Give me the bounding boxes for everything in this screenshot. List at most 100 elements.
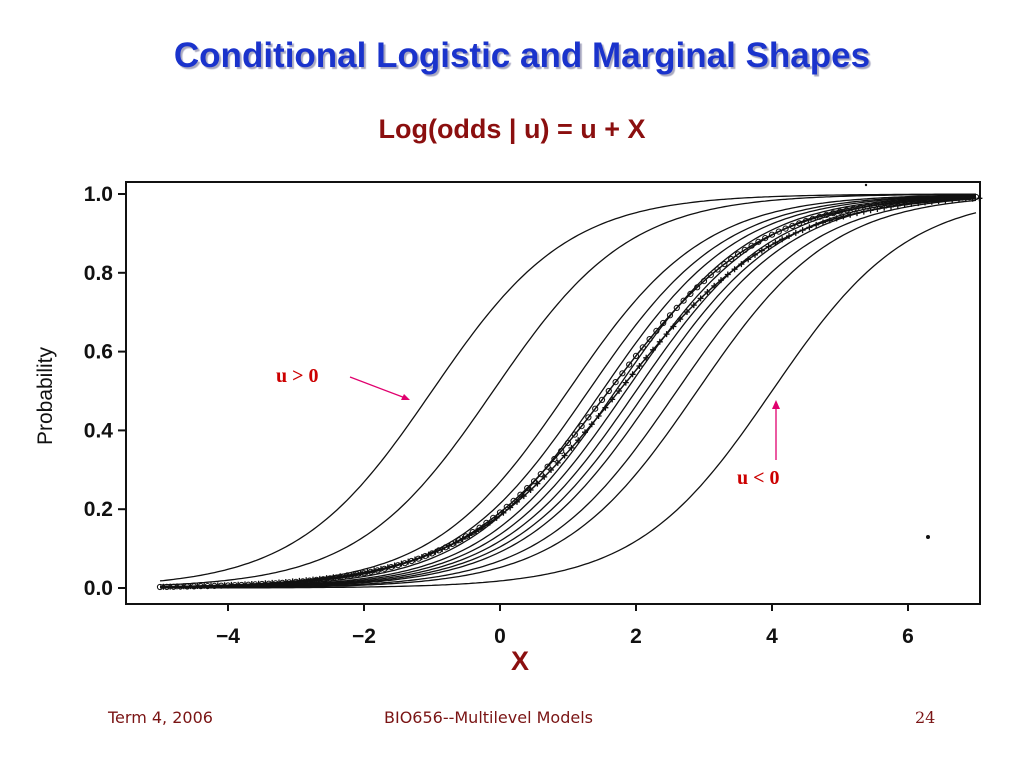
marginal-point-plus: [180, 583, 187, 590]
marginal-point-circle: [605, 387, 612, 395]
marginal-point-plus: [425, 551, 432, 558]
marginal-point-circle: [517, 491, 524, 498]
marginal-point-plus: [772, 239, 779, 246]
marginal-point-circle: [741, 246, 748, 253]
arrow-head-u-negative: [772, 400, 780, 409]
marginal-point-plus: [697, 295, 704, 302]
marginal-point-plus: [908, 200, 915, 207]
marginal-point-plus: [357, 570, 364, 576]
marginal-point-circle: [544, 463, 551, 470]
marginal-point-plus: [235, 581, 242, 588]
footer-page-number: 24: [915, 708, 936, 727]
marginal-point-circle: [530, 478, 538, 485]
y-tick-label: 0.6: [84, 341, 113, 364]
x-axis-label: X: [511, 646, 529, 676]
marginal-point-plus: [221, 582, 228, 589]
conditional-curve: [160, 196, 977, 589]
marginal-point-plus: [534, 480, 541, 487]
marginal-point-plus: [378, 565, 384, 572]
marginal-point-plus: [643, 354, 650, 361]
marginal-point-plus: [976, 195, 983, 202]
marginal-point-circle: [428, 550, 436, 557]
marginal-point-plus: [323, 575, 330, 582]
marginal-point-circle: [891, 199, 898, 206]
marginal-point-circle: [768, 231, 776, 238]
marginal-point-plus: [738, 261, 745, 268]
marginal-point-circle: [354, 571, 361, 578]
marginal-point-plus: [412, 556, 418, 563]
marginal-point-plus: [398, 560, 405, 567]
marginal-point-circle: [816, 213, 823, 220]
marginal-point-plus: [860, 208, 867, 215]
marginal-point-plus: [602, 404, 609, 411]
marginal-point-plus: [595, 413, 602, 419]
marginal-curve-plus: [160, 197, 977, 588]
marginal-point-plus: [799, 227, 806, 234]
marginal-point-plus: [337, 573, 344, 580]
marginal-point-plus: [473, 528, 480, 535]
marginal-point-circle: [755, 238, 762, 245]
marginal-point-plus: [779, 236, 786, 243]
marginal-point-circle: [360, 570, 368, 577]
marginal-point-circle: [809, 215, 816, 222]
marginal-point-circle: [864, 203, 871, 210]
marginal-point-plus: [636, 363, 643, 369]
marginal-point-plus: [690, 302, 697, 309]
marginal-point-plus: [758, 247, 765, 254]
marginal-point-circle: [551, 455, 558, 463]
marginal-point-plus: [344, 572, 350, 579]
marginal-point-circle: [415, 555, 422, 562]
marginal-point-circle: [843, 207, 850, 214]
marginal-point-plus: [833, 215, 840, 222]
marginal-point-circle: [721, 261, 728, 268]
marginal-point-circle: [938, 195, 946, 202]
axes-group: −4 −2 0 2 4 6 0.0 0.2 0.4 0.6 0.8 1.0: [84, 183, 914, 648]
y-tick-label: 0.4: [84, 419, 114, 442]
x-tick-label: 2: [630, 625, 642, 648]
marginal-point-circle: [972, 193, 980, 201]
marginal-point-circle: [945, 195, 952, 202]
y-tick-label: 0.8: [84, 262, 114, 285]
marginal-point-circle: [320, 576, 327, 583]
y-tick-label: 0.0: [84, 577, 113, 600]
marginal-point-circle: [850, 205, 857, 212]
y-tick-label: 1.0: [84, 183, 113, 206]
marginal-point-circle: [340, 573, 347, 580]
marginal-point-circle: [612, 379, 619, 386]
marginal-point-plus: [704, 289, 711, 295]
marginal-point-plus: [609, 396, 616, 403]
marginal-point-circle: [449, 540, 456, 548]
marginal-point-circle: [388, 564, 395, 571]
marginal-point-circle: [802, 217, 810, 225]
marginal-point-circle: [347, 572, 354, 579]
marginal-point-circle: [585, 414, 592, 421]
marginal-point-circle: [836, 208, 844, 215]
marginal-point-circle: [619, 370, 626, 377]
marginal-point-plus: [187, 583, 194, 590]
marginal-point-plus: [371, 567, 378, 574]
marginal-point-circle: [258, 580, 266, 588]
marginal-point-plus: [806, 224, 813, 231]
marginal-point-plus: [568, 444, 575, 451]
marginal-point-circle: [966, 194, 973, 201]
marginal-point-circle: [381, 565, 388, 572]
marginal-point-plus: [792, 229, 799, 236]
x-tick-label: −4: [216, 625, 240, 648]
marginal-point-circle: [279, 579, 286, 586]
marginal-point-plus: [718, 277, 724, 284]
marginal-point-plus: [575, 437, 582, 444]
marginal-point-circle: [877, 201, 884, 208]
marginal-point-circle: [626, 361, 633, 368]
marginal-point-plus: [582, 429, 588, 436]
marginal-point-circle: [571, 431, 578, 438]
marginal-point-circle: [959, 194, 966, 201]
formula-subtitle: Log(odds | u) = u + X: [378, 114, 646, 144]
marginal-point-plus: [310, 576, 316, 583]
marginal-point-circle: [898, 199, 905, 206]
marginal-point-plus: [561, 452, 568, 459]
marginal-point-circle: [700, 278, 708, 285]
marginal-point-circle: [401, 560, 408, 567]
logistic-chart: −4 −2 0 2 4 6 0.0 0.2 0.4 0.6 0.8 1.0 Probability X…: [34, 181, 983, 676]
marginal-point-plus: [677, 316, 684, 323]
marginal-point-circle: [660, 319, 667, 327]
